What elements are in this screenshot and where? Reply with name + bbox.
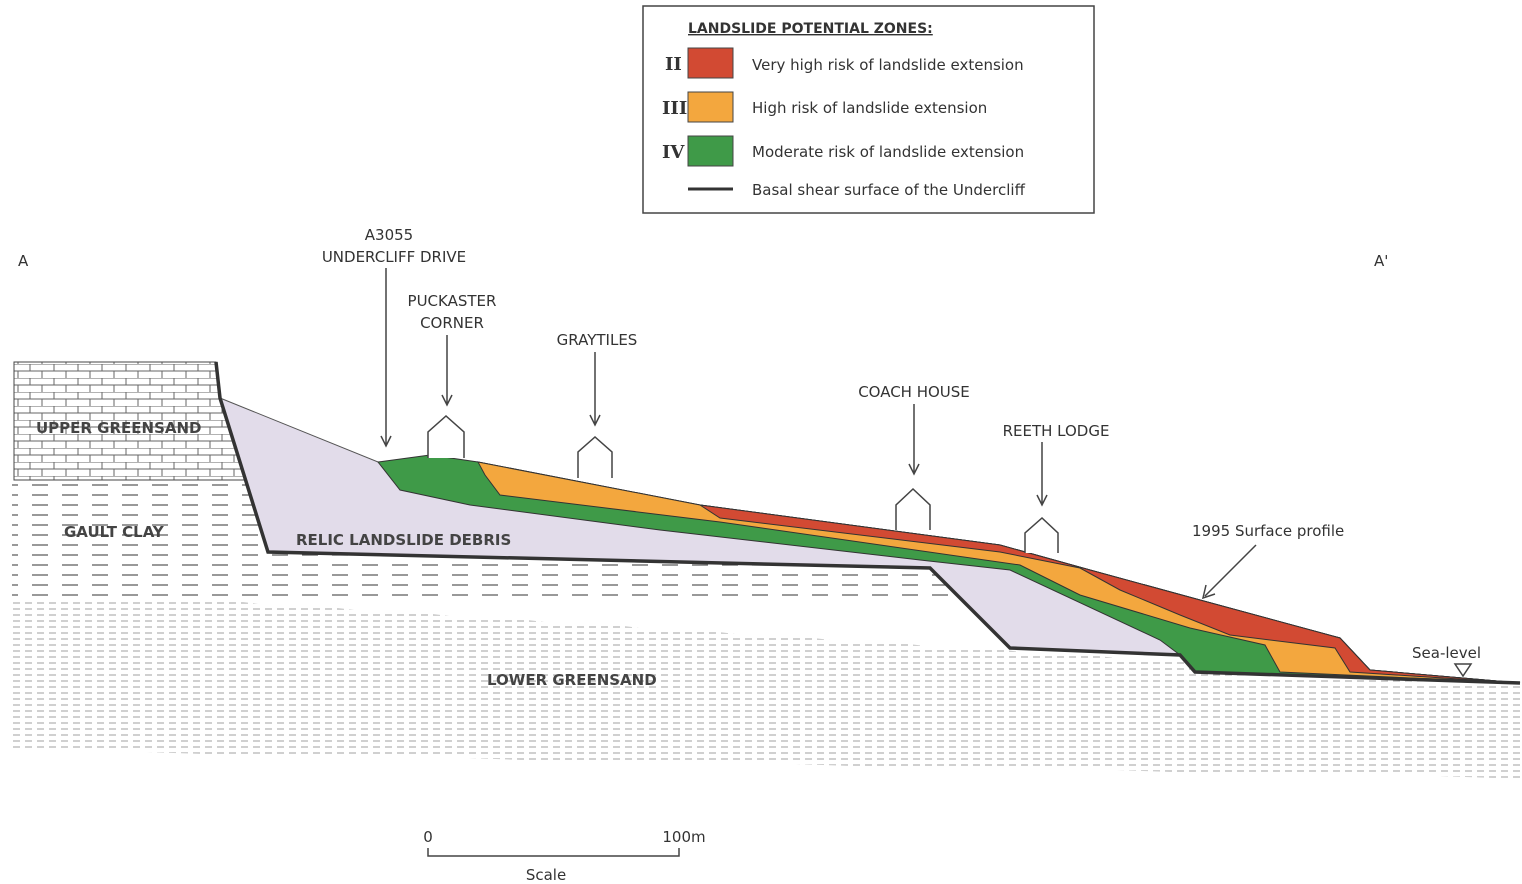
geology: UPPER GREENSAND GAULT CLAY RELIC LANDSLI… (12, 361, 1521, 778)
swatch (687, 47, 734, 79)
place-label: UNDERCLIFF DRIVE (322, 248, 466, 266)
place-label: A3055 (365, 226, 413, 244)
scale-end: 100m (662, 828, 705, 846)
layer-label: GAULT CLAY (64, 523, 165, 541)
arrow (380, 268, 392, 448)
place-label: PUCKASTER (408, 292, 497, 310)
layer-label: UPPER GREENSAND (36, 419, 202, 437)
legend-label: High risk of landslide extension (752, 99, 987, 117)
arrow (441, 335, 453, 407)
place-label: CORNER (420, 314, 484, 332)
legend-title: LANDSLIDE POTENTIAL ZONES: (688, 21, 933, 37)
place-label: REETH LODGE (1003, 422, 1110, 440)
legend-label: Basal shear surface of the Undercliff (752, 181, 1026, 199)
arrow (589, 352, 601, 427)
basal-shear-surface (214, 361, 1521, 685)
zone-numeral: II (665, 54, 682, 75)
arrow (1036, 442, 1048, 507)
house (1024, 516, 1059, 553)
swatch (687, 135, 734, 167)
legend-label: Very high risk of landslide extension (752, 56, 1024, 74)
houses (380, 268, 1473, 678)
arrow (1201, 544, 1257, 600)
layer-label: RELIC LANDSLIDE DEBRIS (296, 531, 511, 549)
sea-level-mark (1453, 663, 1473, 678)
annotation: 1995 Surface profile (1192, 522, 1344, 540)
legend: LANDSLIDE POTENTIAL ZONES: II Very high … (642, 5, 1095, 214)
lower-greensand (12, 588, 1520, 778)
layer-label: LOWER GREENSAND (487, 671, 657, 689)
zone-numeral: IV (662, 142, 685, 163)
scale-start: 0 (423, 828, 433, 846)
annotation: Sea-level (1412, 644, 1481, 662)
section-end: A' (1374, 252, 1388, 270)
place-label: GRAYTILES (557, 331, 638, 349)
section-start: A (18, 252, 29, 270)
scale-line (427, 848, 680, 857)
scale-label: Scale (526, 866, 566, 884)
house (577, 435, 613, 478)
swatch (687, 91, 734, 123)
zone-ii (699, 504, 1521, 684)
place-label: COACH HOUSE (858, 383, 970, 401)
gault-clay (12, 480, 960, 600)
house (895, 487, 931, 530)
arrow (908, 404, 920, 476)
house (427, 414, 465, 458)
zone-numeral: III (662, 98, 687, 119)
legend-label: Moderate risk of landslide extension (752, 143, 1024, 161)
scale-bar: 0 100m Scale (423, 828, 705, 884)
